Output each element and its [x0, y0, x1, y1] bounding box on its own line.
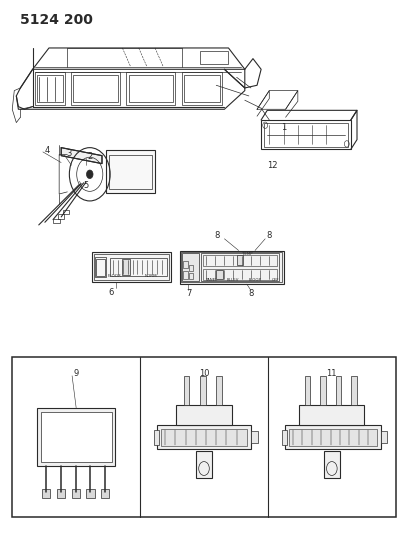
Bar [109, 155, 152, 189]
Bar [53, 219, 60, 223]
Bar [237, 255, 243, 265]
Bar [95, 257, 106, 277]
Bar [203, 269, 277, 280]
Bar [183, 271, 188, 279]
Text: 12: 12 [267, 161, 278, 169]
Bar [92, 252, 171, 282]
Bar [189, 273, 193, 279]
Bar [57, 489, 65, 498]
Bar [200, 376, 206, 405]
Bar [161, 429, 247, 446]
Text: 5124 200: 5124 200 [20, 13, 93, 27]
Bar [335, 376, 341, 405]
Bar [41, 412, 112, 462]
Bar [37, 75, 63, 102]
Bar [94, 254, 169, 280]
Text: 8: 8 [266, 231, 272, 239]
Bar [196, 451, 212, 478]
Bar [201, 253, 279, 281]
Bar [126, 72, 175, 105]
Bar [183, 261, 188, 268]
Bar [200, 51, 228, 64]
Bar [101, 489, 109, 498]
Polygon shape [61, 148, 102, 164]
Bar [154, 430, 159, 445]
Bar [122, 259, 130, 275]
Circle shape [86, 170, 93, 179]
Text: 7: 7 [186, 289, 191, 298]
Bar [12, 357, 396, 517]
Bar [203, 255, 277, 266]
Bar [285, 425, 381, 449]
Bar [176, 405, 232, 425]
Bar [304, 376, 310, 405]
Bar [216, 270, 223, 279]
Bar [324, 451, 340, 478]
Text: 6: 6 [108, 288, 113, 296]
Bar [251, 431, 258, 443]
Bar [184, 75, 220, 102]
Bar [96, 259, 105, 276]
Text: 2: 2 [88, 152, 93, 161]
Text: 9: 9 [73, 369, 79, 377]
Text: NORM: NORM [145, 274, 157, 278]
Bar [184, 376, 189, 405]
Bar [181, 252, 282, 282]
Bar [216, 376, 222, 405]
Bar [35, 72, 65, 105]
Bar [71, 72, 120, 105]
Bar [320, 376, 326, 405]
Bar [180, 251, 284, 284]
Bar [72, 489, 80, 498]
Bar [289, 429, 377, 446]
Bar [299, 405, 364, 425]
Text: OFF: OFF [272, 278, 279, 282]
Bar [106, 150, 155, 193]
Bar [58, 214, 64, 219]
Bar [264, 123, 348, 147]
Bar [189, 265, 193, 271]
Text: PANEL: PANEL [206, 278, 218, 282]
Text: 10: 10 [199, 369, 209, 377]
Text: 11: 11 [326, 369, 337, 377]
Bar [282, 430, 286, 445]
Bar [110, 258, 167, 276]
Text: 1: 1 [282, 124, 287, 132]
Bar [261, 120, 351, 149]
Text: 3: 3 [67, 149, 72, 158]
Text: FLOOR: FLOOR [248, 278, 262, 282]
Bar [38, 408, 115, 466]
Bar [86, 489, 95, 498]
Bar [381, 431, 387, 443]
Text: 8: 8 [248, 289, 254, 298]
Bar [42, 489, 51, 498]
Text: TEMP: TEMP [242, 252, 252, 256]
Text: 8: 8 [214, 231, 220, 239]
Bar [182, 72, 222, 105]
Text: 5: 5 [84, 181, 89, 190]
Text: BI-LEV: BI-LEV [226, 278, 239, 282]
Bar [129, 75, 173, 102]
Bar [73, 75, 118, 102]
Text: FLOOR: FLOOR [107, 274, 121, 278]
Bar [351, 376, 357, 405]
Bar [63, 210, 69, 214]
Bar [182, 253, 199, 281]
Text: 4: 4 [45, 146, 50, 155]
Bar [157, 425, 251, 449]
